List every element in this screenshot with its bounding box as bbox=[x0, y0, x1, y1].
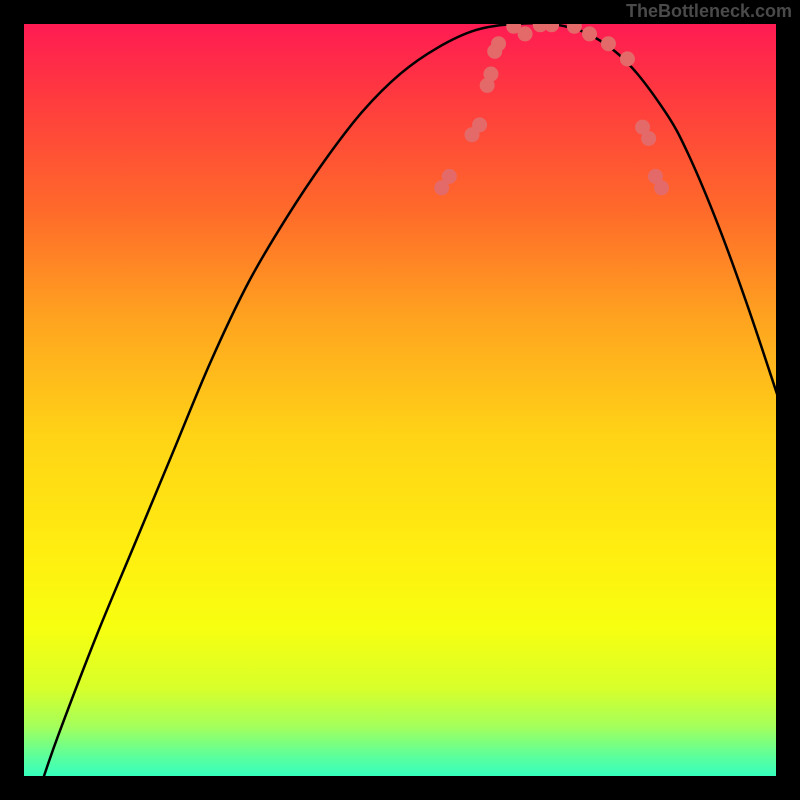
plot-frame bbox=[21, 21, 779, 779]
watermark-text: TheBottleneck.com bbox=[626, 1, 792, 22]
